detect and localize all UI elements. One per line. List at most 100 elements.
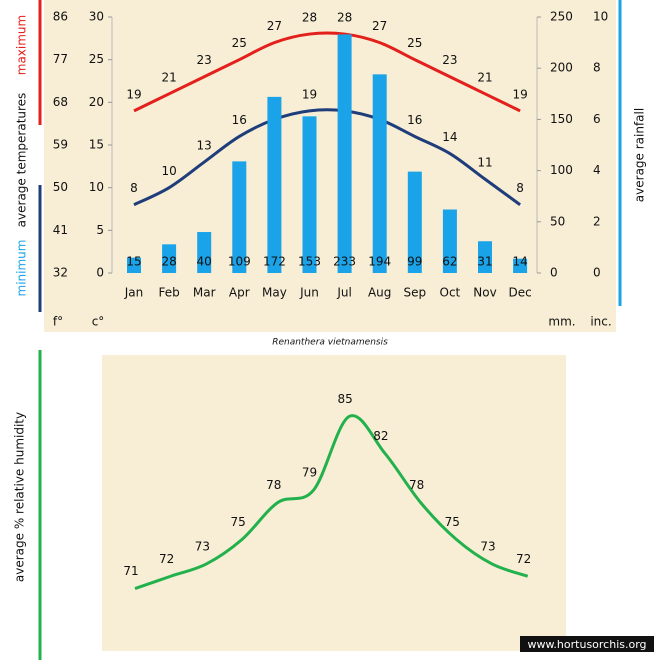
value-label: 28 [302,11,317,25]
line [133,31,521,113]
series-label: minimum [15,240,29,297]
y-tick-label: 32 [53,266,68,280]
value-label: 16 [232,113,247,127]
unit-label: c° [92,315,105,329]
bar-value-label: 99 [407,255,422,269]
value-label: 79 [302,466,317,480]
x-tick-label: Jun [299,286,319,300]
credit: www.hortusorchis.org [527,638,646,651]
value-label: 75 [445,515,460,529]
value-label: 19 [302,87,317,101]
bar-value-label: 40 [197,255,212,269]
y-label: average % relative humidity [13,412,27,582]
line [133,108,521,207]
bar-value-label: 194 [368,255,391,269]
y-tick-label: 86 [53,10,68,24]
bar-value-label: 15 [126,255,141,269]
y-tick-label: 25 [89,52,104,66]
bar [442,209,457,273]
y-tick-label: 15 [89,138,104,152]
y-tick-label: 30 [89,10,104,24]
value-label: 72 [159,552,174,566]
value-label: 16 [407,113,422,127]
bar-value-label: 62 [442,255,457,269]
x-tick-label: Apr [229,286,250,300]
x-tick-label: Mar [193,286,216,300]
y2-tick-label: 10 [593,10,608,24]
x-tick-label: Jan [124,286,144,300]
y2-tick-label: 0 [593,266,601,280]
y-tick-label: 59 [53,138,68,152]
chart-title: Renanthera vietnamensis [272,338,388,348]
y2-tick-label: 200 [550,61,573,75]
unit-label: mm. [548,315,575,329]
value-label: 19 [126,87,141,101]
value-label: 25 [407,36,422,50]
value-label: 11 [477,156,492,170]
value-label: 73 [480,539,495,553]
bar-value-label: 172 [263,255,286,269]
bar-value-label: 109 [228,255,251,269]
bar [407,171,422,273]
credit-bg [520,636,654,652]
bar [267,96,282,273]
unit-label: inc. [590,315,611,329]
y-tick-label: 0 [96,266,104,280]
x-tick-label: Feb [158,286,179,300]
bar-value-label: 31 [477,255,492,269]
bar [232,161,247,273]
y2-tick-label: 150 [550,112,573,126]
bar-value-label: 28 [161,255,176,269]
y2-tick-label: 0 [550,266,558,280]
value-label: 19 [512,87,527,101]
y2-tick-label: 250 [550,10,573,24]
value-label: 75 [230,515,245,529]
value-label: 78 [266,478,281,492]
value-label: 78 [409,478,424,492]
unit-label: f° [53,315,63,329]
y2-label: average rainfall [633,108,647,202]
y2-tick-label: 8 [593,61,601,75]
y2-tick-label: 2 [593,214,601,228]
panel-top [44,0,616,332]
y2-tick-label: 100 [550,163,573,177]
bar [513,258,528,273]
value-label: 23 [197,53,212,67]
x-tick-label: Sep [403,286,426,300]
line [134,414,529,590]
value-label: 23 [442,53,457,67]
bar [302,116,317,273]
x-tick-label: Aug [368,286,391,300]
y-tick-label: 5 [96,223,104,237]
bar-value-label: 14 [512,255,527,269]
bar-value-label: 233 [333,255,356,269]
x-tick-label: Dec [508,286,531,300]
y2-tick-label: 50 [550,214,565,228]
panel-bottom [102,355,566,651]
y-tick-label: 50 [53,180,68,194]
value-label: 85 [338,392,353,406]
value-label: 27 [372,19,387,33]
y-label: average temperatures [15,93,29,228]
value-label: 25 [232,36,247,50]
x-tick-label: Oct [440,286,461,300]
value-label: 8 [130,181,138,195]
bar [478,241,492,273]
value-label: 28 [337,11,352,25]
value-label: 14 [442,130,457,144]
value-label: 72 [516,552,531,566]
value-label: 13 [197,139,212,153]
value-label: 21 [477,70,492,84]
value-label: 73 [195,539,210,553]
x-tick-label: May [262,286,287,300]
bar-value-label: 153 [298,255,321,269]
y2-tick-label: 4 [593,163,601,177]
y-tick-label: 77 [53,52,68,66]
value-label: 71 [123,564,138,578]
value-label: 10 [161,164,176,178]
bar [127,257,141,273]
y-tick-label: 20 [89,95,104,109]
value-label: 27 [267,19,282,33]
y2-tick-label: 6 [593,112,601,126]
